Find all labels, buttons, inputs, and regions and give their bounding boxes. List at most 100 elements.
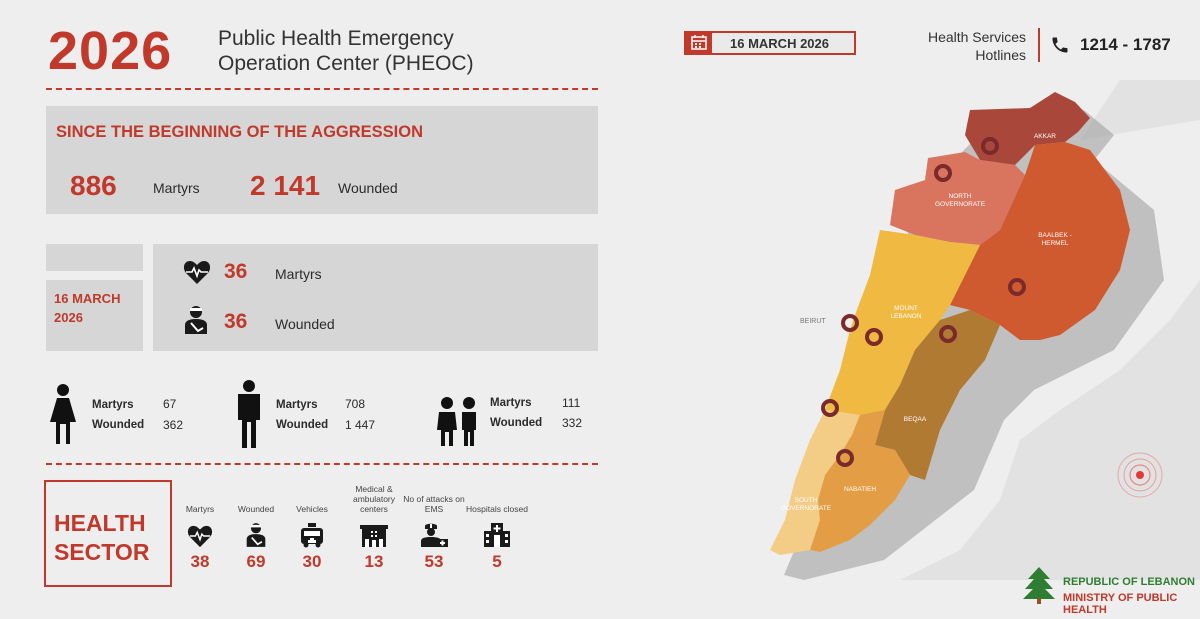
hotlines-label: Health Services Hotlines — [880, 28, 1026, 64]
label-north: NORTH GOVERNORATE — [934, 193, 986, 208]
map-region-north — [890, 152, 1025, 245]
label-akkar: AKKAR — [1033, 133, 1057, 140]
health-sector-title-line1: HEALTH — [54, 510, 146, 536]
map-background-land — [900, 80, 1200, 580]
hs-martyrs-label: Martyrs — [185, 504, 215, 514]
marker-mount — [865, 328, 883, 346]
label-south: SOUTH GOVERNORATE — [780, 497, 832, 512]
hs-wounded-value: 69 — [246, 552, 266, 571]
health-sector-title: HEALTH SECTOR — [54, 509, 149, 567]
since-beginning-panel — [46, 106, 598, 214]
daily-martyrs-value: 36 — [224, 260, 248, 283]
hotline-divider — [1038, 28, 1040, 62]
hs-vehicles: Vehicles 30 — [277, 474, 347, 572]
calendar-icon — [686, 33, 712, 53]
hs-vehicles-label: Vehicles — [296, 504, 328, 514]
hs-wounded-label: Wounded — [237, 504, 275, 514]
lebanon-map — [770, 80, 1200, 580]
hs-centers-label: Medical & ambulatory centers — [352, 484, 396, 514]
hotlines-label-line2: Hotlines — [975, 47, 1026, 63]
woman-wounded-value: 362 — [163, 418, 184, 432]
children-martyrs-value: 111 — [562, 396, 581, 410]
daily-date-box — [46, 280, 143, 351]
daily-date-line1: 16 MARCH — [54, 291, 121, 306]
hs-vehicles-value: 30 — [302, 552, 322, 571]
children-wounded-value: 332 — [562, 416, 583, 430]
phone-icon — [1050, 35, 1070, 55]
daily-date: 16 MARCH 2026 — [54, 289, 120, 327]
hospital-icon — [482, 522, 512, 548]
hs-attacks-label: No of attacks on EMS — [403, 494, 465, 514]
hs-hospitals-label: Hospitals closed — [466, 504, 528, 514]
man-wounded-value: 1 447 — [345, 418, 376, 432]
marker-akkar — [981, 137, 999, 155]
radar-icon — [1117, 452, 1163, 498]
since-beginning-heading: SINCE THE BEGINNING OF THE AGGRESSION — [56, 123, 424, 141]
year-title: 2026 — [48, 21, 173, 81]
center-title: Public Health Emergency Operation Center… — [218, 26, 474, 76]
woman-icon — [48, 384, 78, 446]
center-title-line1: Public Health Emergency — [218, 27, 454, 50]
man-wounded-label: Wounded — [276, 419, 329, 431]
woman-martyrs-label: Martyrs — [92, 399, 134, 411]
man-icon — [233, 380, 265, 450]
since-martyrs-label: Martyrs — [153, 180, 200, 196]
since-martyrs-value: 886 — [70, 170, 117, 201]
hotlines-label-line1: Health Services — [927, 29, 1026, 45]
label-baalbek: BAALBEK - HERMEL — [1038, 232, 1072, 247]
marker-beirut — [841, 314, 859, 332]
health-sector-box: HEALTH SECTOR — [44, 480, 172, 587]
health-sector-title-line2: SECTOR — [54, 539, 150, 565]
medical-center-icon — [359, 522, 389, 548]
footer-ministry: MINISTRY OF PUBLIC HEALTH — [1063, 592, 1178, 616]
hs-centers: Medical & ambulatory centers 13 — [339, 474, 409, 572]
hs-hospitals: Hospitals closed 5 — [462, 474, 532, 572]
children-wounded-label: Wounded — [490, 417, 543, 429]
footer-republic: REPUBLIC OF LEBANON — [1063, 576, 1195, 588]
injured-person-icon — [183, 305, 209, 335]
divider — [46, 88, 598, 90]
marker-baalbek — [1008, 278, 1026, 296]
label-beqaa: BEQAA — [903, 416, 927, 423]
map-region-beqaa — [875, 310, 1000, 480]
map-region-mount — [825, 230, 980, 415]
marker-north — [934, 164, 952, 182]
daily-date-line2: 2026 — [54, 310, 83, 325]
hs-martyrs-value: 38 — [190, 552, 210, 571]
date-badge: 16 MARCH 2026 — [684, 31, 856, 55]
heart-pulse-icon — [183, 259, 211, 285]
ambulance-icon — [299, 522, 325, 548]
divider — [46, 463, 598, 465]
daily-wounded-label: Wounded — [275, 316, 335, 332]
woman-wounded-label: Wounded — [92, 419, 145, 431]
date-text: 16 MARCH 2026 — [730, 36, 829, 51]
marker-south-coast — [821, 399, 839, 417]
man-martyrs-value: 708 — [345, 397, 366, 411]
marker-nabatieh — [836, 449, 854, 467]
man-martyrs-label: Martyrs — [276, 399, 318, 411]
injured-person-icon — [245, 522, 267, 548]
map-region-south — [770, 410, 860, 555]
daily-martyrs-label: Martyrs — [275, 266, 322, 282]
children-martyrs-label: Martyrs — [490, 397, 532, 409]
since-wounded-label: Wounded — [338, 180, 398, 196]
label-nabatieh: NABATIEH — [843, 486, 877, 493]
daily-wounded-value: 36 — [224, 310, 248, 333]
label-mount: MOUNT LEBANON — [890, 305, 922, 320]
hs-attacks-value: 53 — [424, 552, 444, 571]
children-icon — [435, 396, 481, 448]
heart-pulse-icon — [187, 524, 213, 548]
hs-martyrs: Martyrs 38 — [165, 474, 235, 572]
marker-beqaa — [939, 325, 957, 343]
daily-stats-panel — [153, 244, 598, 351]
hotline-number[interactable]: 1214 - 1787 — [1080, 35, 1171, 54]
daily-blank-box — [46, 244, 143, 271]
map-region-nabatieh — [810, 410, 910, 552]
since-wounded-value: 2 141 — [250, 170, 321, 201]
hs-centers-value: 13 — [364, 552, 384, 571]
hs-hospitals-value: 5 — [492, 552, 502, 571]
center-title-line2: Operation Center (PHEOC) — [218, 52, 474, 75]
hs-wounded: Wounded 69 — [221, 474, 291, 572]
hs-attacks: No of attacks on EMS 53 — [399, 474, 469, 572]
paramedic-icon — [419, 522, 449, 548]
